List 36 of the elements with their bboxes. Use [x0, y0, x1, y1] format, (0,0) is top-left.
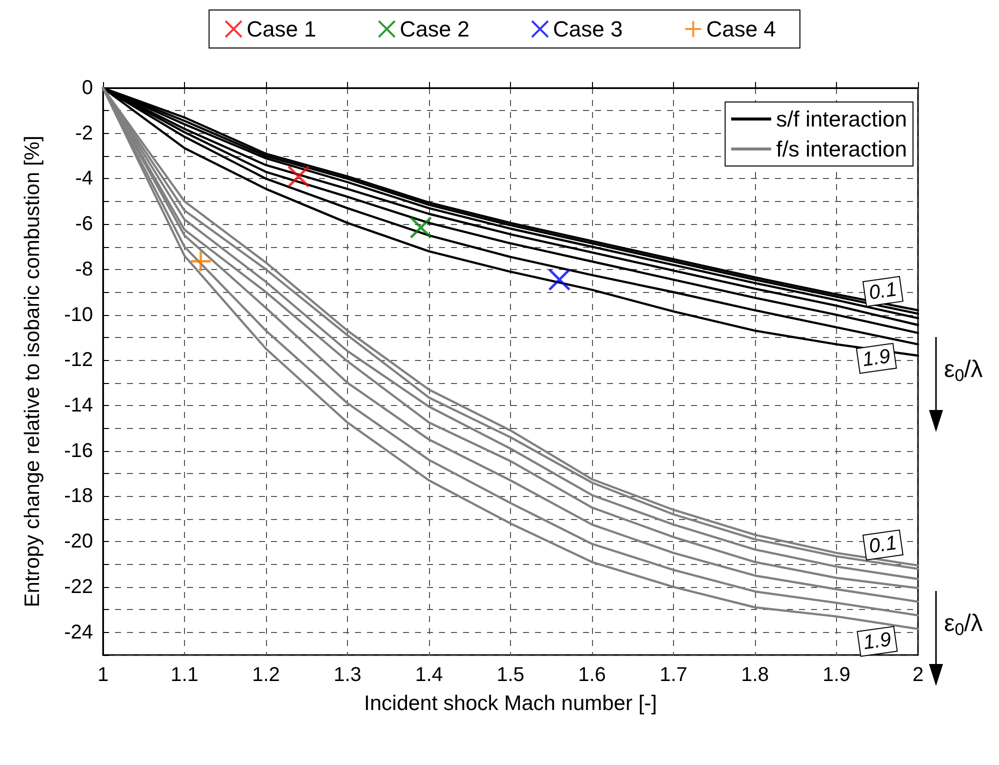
y-tick-label: -10: [64, 304, 93, 326]
x-tick-label: 1.6: [578, 664, 606, 686]
x-tick-label: 2: [912, 664, 924, 686]
x-tick-label: 1.8: [741, 664, 769, 686]
legend-label: Case 1: [246, 16, 316, 42]
x-tick-label: 1.7: [660, 664, 688, 686]
annotation: 1.9: [862, 628, 893, 654]
annotation: 0.1: [868, 532, 898, 558]
x-tick-label: 1.2: [252, 664, 280, 686]
y-tick-label: -8: [75, 258, 93, 280]
x-axis-title: Incident shock Mach number [-]: [364, 692, 657, 715]
y-tick-label: -24: [64, 621, 93, 644]
y-tick-label: -16: [64, 440, 93, 462]
legend-label: Case 2: [400, 16, 470, 42]
x-tick-label: 1.3: [334, 664, 362, 686]
x-tick-label: 1.4: [415, 664, 443, 686]
y-tick-label: -12: [64, 349, 93, 372]
y-tick-label: 0: [82, 77, 93, 99]
x-tick-label: 1: [97, 664, 109, 686]
y-tick-label: -20: [64, 530, 93, 553]
legend-label: s/f interaction: [776, 106, 908, 132]
annotation: 1.9: [861, 346, 892, 372]
y-tick-label: -4: [75, 168, 93, 190]
x-tick-label: 1.1: [170, 664, 198, 686]
y-axis-title: Entropy change relative to isobaric combustion [%]: [21, 136, 44, 608]
y-tick-label: -14: [64, 394, 93, 417]
y-tick-label: -2: [75, 122, 93, 144]
y-tick-label: -22: [64, 576, 93, 598]
legend-label: Case 4: [706, 16, 776, 42]
legend-label: f/s interaction: [776, 136, 908, 162]
legend-label: Case 3: [553, 16, 623, 42]
y-tick-label: -18: [64, 485, 93, 508]
y-tick-label: -6: [75, 213, 93, 236]
x-tick-label: 1.5: [496, 664, 524, 686]
x-tick-label: 1.9: [822, 664, 850, 686]
annotation: 0.1: [868, 278, 898, 304]
